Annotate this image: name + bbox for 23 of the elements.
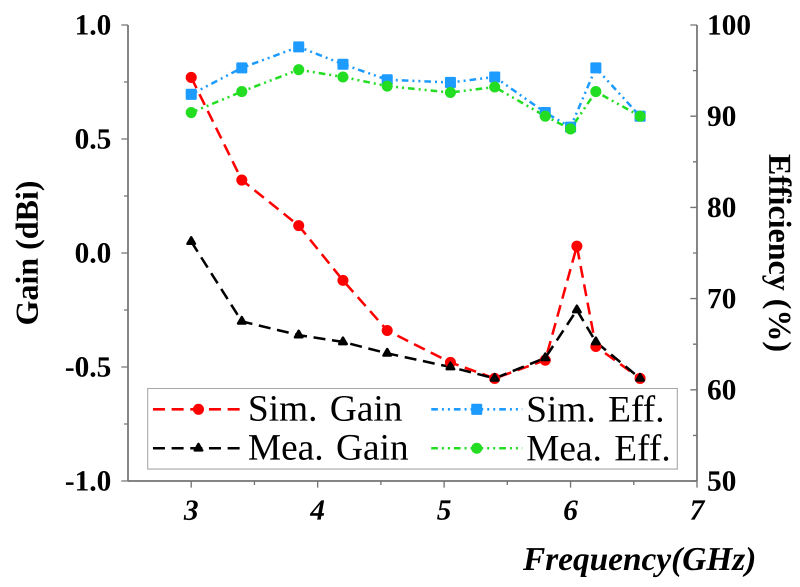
x-tick-label: 3	[184, 500, 198, 520]
legend-label: Sim. Gain	[250, 396, 402, 422]
legend-label: Mea. Gain	[249, 434, 408, 460]
legend-label: Mea. Eff.	[527, 434, 668, 461]
y2-tick-label: 70	[708, 288, 736, 309]
y2-tick-label: 90	[708, 106, 736, 126]
x-tick-label: 5	[437, 500, 451, 520]
x-axis-title: Frequency(GHz)	[522, 546, 754, 578]
y-tick-label: 1.0	[76, 15, 110, 35]
y2-tick-label: 100	[709, 15, 750, 35]
x-tick-label: 4	[310, 500, 324, 520]
y-tick-label: 0.5	[76, 129, 110, 149]
y2-tick-label: 50	[708, 471, 736, 491]
x-tick-label: 7	[690, 500, 706, 520]
y2-tick-label: 60	[708, 380, 736, 400]
y-tick-label: 0.0	[76, 243, 110, 263]
y-tick-label: -0.5	[66, 357, 110, 377]
x-tick-label: 6	[564, 500, 578, 520]
y-tick-label: -1.0	[66, 471, 110, 491]
y2-axis-title: Efficiency (%)	[762, 154, 792, 351]
y2-tick-label: 80	[708, 198, 736, 218]
y-axis-title: Gain (dBi)	[16, 182, 45, 324]
legend-label: Sim. Eff.	[528, 395, 662, 422]
